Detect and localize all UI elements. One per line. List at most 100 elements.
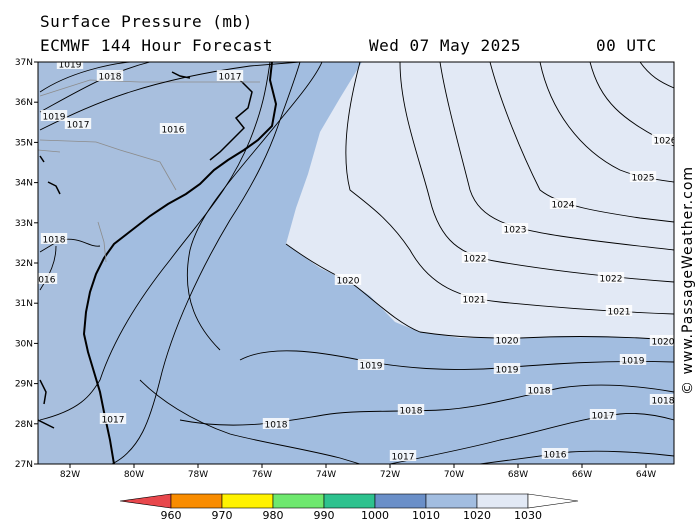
pressure-band-1020-1030 — [286, 62, 674, 340]
lon-tick-label: 80W — [124, 470, 144, 480]
island — [38, 71, 191, 429]
sound-outline — [209, 79, 253, 161]
title-line-2: ECMWF 144 Hour Forecast — [40, 36, 274, 55]
legend-swatch — [272, 493, 325, 509]
lon-tick-label: 78W — [188, 470, 208, 480]
contour-label: 1020 — [493, 334, 521, 347]
lon-tick-label: 64W — [636, 470, 656, 480]
legend-label: 1000 — [361, 509, 389, 522]
legend-swatch — [221, 493, 274, 509]
longitude-axis: 82W 80W 78W 76W 74W 72W 70W 68W 66W 64W — [60, 464, 656, 480]
contour-label-text: 1021 — [463, 296, 486, 306]
contour-label: 1016 — [33, 273, 58, 286]
legend-swatch — [476, 493, 529, 509]
contour-label: 1019 — [357, 359, 385, 372]
lat-tick-label: 37N — [15, 58, 33, 68]
contour-label-text: 1017 — [219, 73, 242, 83]
contour-label-text: 1018 — [265, 421, 288, 431]
lon-tick-label: 70W — [444, 470, 464, 480]
contour-label: 1018 — [397, 404, 425, 417]
contour-label-text: 1018 — [652, 397, 675, 407]
contour-label: 1016 — [159, 123, 187, 136]
contour-label-text: 1022 — [464, 255, 487, 265]
contour-label: 1020 — [334, 274, 362, 287]
contour-label-text: 1018 — [99, 73, 122, 83]
contour-label-text: 1019 — [496, 366, 519, 376]
contour-label: 1021 — [605, 305, 633, 318]
contour-label-text: 1016 — [162, 126, 185, 136]
forecast-time: 00 UTC — [596, 36, 657, 55]
lat-tick-label: 32N — [15, 259, 33, 269]
coastline — [82, 62, 278, 464]
legend-swatch — [374, 493, 427, 509]
contour-label-text: 1020 — [652, 338, 675, 348]
land-mass — [38, 62, 276, 464]
contour-label: 1024 — [549, 198, 577, 211]
legend-label: 960 — [161, 509, 182, 522]
lat-tick-label: 27N — [15, 460, 33, 470]
legend-label: 990 — [314, 509, 335, 522]
lat-tick-label: 30N — [15, 339, 33, 349]
contour-label: 1018 — [262, 418, 290, 431]
legend-swatch — [425, 493, 478, 509]
legend-label: 980 — [263, 509, 284, 522]
legend-swatch — [527, 493, 579, 509]
contour-label-text: 1018 — [528, 387, 551, 397]
contour-label: 1022 — [461, 252, 489, 265]
lon-tick-label: 66W — [572, 470, 592, 480]
contour-label: 1026 — [651, 134, 677, 147]
contour-label: 1021 — [460, 293, 488, 306]
contour-label-text: 1020 — [496, 337, 519, 347]
contour-label-text: 1024 — [552, 201, 575, 211]
contour-label-text: 1023 — [504, 226, 527, 236]
lat-tick-label: 29N — [15, 380, 33, 390]
contour-label-text: 1019 — [360, 362, 383, 372]
contour-label: 1019 — [619, 354, 647, 367]
contour-label: 1018 — [525, 384, 553, 397]
contour-label: 1019 — [493, 363, 521, 376]
contour-label-text: 1019 — [43, 113, 66, 123]
contour-label: 1018 — [40, 233, 68, 246]
contour-label: 1019 — [40, 110, 68, 123]
contour-label: 1018 — [649, 394, 675, 407]
lon-tick-label: 74W — [316, 470, 336, 480]
contour-label: 1022 — [597, 272, 625, 285]
latitude-axis: 37N 36N 35N 34N 33N 32N 31N 30N 29N 28N 27N — [15, 58, 38, 470]
legend-label: 1020 — [463, 509, 491, 522]
contour-label-text: 1017 — [67, 121, 90, 131]
lon-tick-label: 72W — [380, 470, 400, 480]
contour-label-text: 1019 — [59, 61, 82, 71]
color-legend: 960 970 980 990 1000 1010 1020 1030 — [119, 493, 579, 522]
forecast-date: Wed 07 May 2025 — [369, 36, 521, 55]
contour-label: 1019 — [56, 61, 84, 71]
contour-label: 1017 — [589, 409, 617, 422]
contour-label: 1025 — [629, 171, 657, 184]
state-borders — [38, 79, 260, 263]
contour-label-text: 1016 — [544, 451, 567, 461]
lat-tick-label: 31N — [15, 299, 33, 309]
legend-swatch — [170, 493, 223, 509]
contour-label: 1017 — [389, 450, 417, 463]
legend-label: 1010 — [412, 509, 440, 522]
lon-tick-label: 82W — [60, 470, 80, 480]
contour-label: 1016 — [541, 448, 569, 461]
contour-label-text: 1017 — [102, 416, 125, 426]
contour-label-text: 1026 — [654, 137, 677, 147]
contour-label-text: 1016 — [33, 276, 56, 286]
isobar-lines — [39, 62, 674, 464]
contour-label-text: 1018 — [43, 236, 66, 246]
contour-label-text: 1021 — [608, 308, 631, 318]
lat-tick-label: 35N — [15, 138, 33, 148]
title-line-1: Surface Pressure (mb) — [40, 12, 253, 31]
contour-label: 1018 — [96, 70, 124, 83]
contour-label: 1017 — [216, 70, 244, 83]
contour-label-text: 1018 — [400, 407, 423, 417]
legend-label: 1030 — [514, 509, 542, 522]
contour-label-text: 1020 — [337, 277, 360, 287]
lat-tick-label: 36N — [15, 98, 33, 108]
legend-label: 970 — [212, 509, 233, 522]
lat-tick-label: 28N — [15, 420, 33, 430]
contour-label-text: 1025 — [632, 174, 655, 184]
